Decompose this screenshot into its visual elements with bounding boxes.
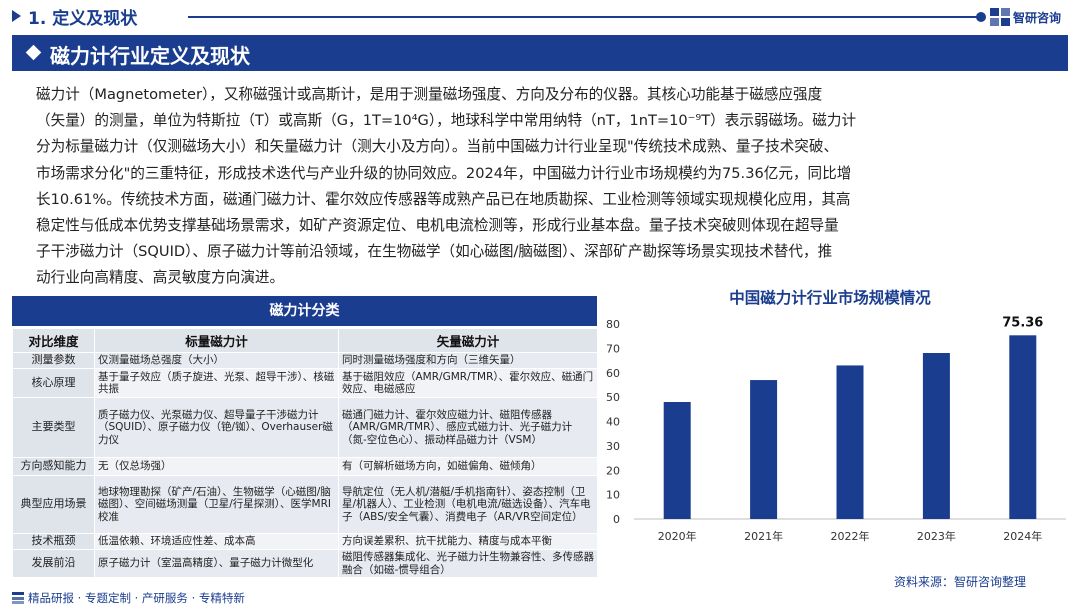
footer: 精品研报 · 专题定制 · 产研服务 · 专精特新 — [12, 590, 245, 606]
scalar-cell: 无（仅总场强） — [94, 457, 339, 476]
vector-cell: 方向误差累积、抗干扰能力、精度与成本平衡 — [338, 533, 598, 550]
footer-text: 精品研报 · 专题定制 · 产研服务 · 专精特新 — [28, 591, 245, 605]
intro-line: 稳定性与低成本优势支撑基础场景需求，如矿产资源定位、电机电流检测等，形成行业基本… — [36, 217, 839, 235]
brand-logo[interactable]: 智研咨询 — [990, 6, 1061, 28]
vector-cell: 导航定位（无人机/潜艇/手机指南针）、姿态控制（卫星/机器人）、工业检测（电机电… — [338, 475, 598, 534]
table-row: 发展前沿 原子磁力计（室温高精度）、量子磁力计微型化 磁阻传感器集成化、光子磁力… — [12, 549, 598, 578]
y-tick-label: 0 — [613, 513, 620, 526]
scalar-cell: 仅测量磁场总强度（大小） — [94, 352, 339, 369]
column-header: 标量磁力计 — [94, 328, 339, 353]
vector-cell: 有（可解析磁场方向，如磁偏角、磁倾角） — [338, 457, 598, 476]
vector-cell: 同时测量磁场强度和方向（三维矢量） — [338, 352, 598, 369]
y-tick-label: 60 — [606, 367, 620, 380]
table-row: 技术瓶颈 低温依赖、环境适应性差、成本高 方向误差累积、抗干扰能力、精度与成本平… — [12, 533, 598, 550]
row-dimension: 方向感知能力 — [12, 457, 95, 476]
vector-cell: 磁阻传感器集成化、光子磁力计生物兼容性、多传感器融合（如磁-惯导组合） — [338, 549, 598, 578]
scalar-cell: 质子磁力仪、光泵磁力仪、超导量子干涉磁力计（SQUID）、原子磁力仪（铯/铷）、… — [94, 397, 339, 458]
classification-table: 对比维度 标量磁力计 矢量磁力计 测量参数 仅测量磁场总强度（大小） 同时测量磁… — [12, 328, 598, 578]
intro-line: （矢量）的测量，单位为特斯拉（T）或高斯（G，1T=10⁴G），地球科学中常用纳… — [36, 112, 857, 130]
intro-line: 子干涉磁力计（SQUID）、原子磁力计等前沿领域，在生物磁学（如心磁图/脑磁图）… — [36, 243, 833, 261]
market-size-bar-chart: 0 10 20 30 40 50 60 70 80 2020年 2021年 2022年 2023年 202… — [606, 315, 1066, 543]
row-dimension: 技术瓶颈 — [12, 533, 95, 550]
row-dimension: 核心原理 — [12, 368, 95, 398]
row-dimension: 发展前沿 — [12, 549, 95, 578]
section-banner: 磁力计行业定义及现状 — [12, 35, 1068, 71]
brand-name: 智研咨询 — [1013, 10, 1062, 25]
table-row: 主要类型 质子磁力仪、光泵磁力仪、超导量子干涉磁力计（SQUID）、原子磁力仪（… — [12, 397, 598, 458]
x-tick-label: 2024年 — [1003, 529, 1042, 543]
bar — [1009, 335, 1037, 519]
intro-line: 市场需求分化"的三重特征，形成技术迭代与产业升级的协同效应。2024年，中国磁力… — [36, 164, 852, 182]
chart-title: 中国磁力计行业市场规模情况 — [729, 289, 931, 307]
x-tick-label: 2022年 — [831, 529, 870, 543]
x-tick-label: 2023年 — [917, 529, 956, 543]
y-tick-label: 30 — [606, 440, 620, 453]
column-header: 对比维度 — [12, 328, 95, 353]
y-tick-label: 40 — [606, 416, 620, 429]
table-header-row: 对比维度 标量磁力计 矢量磁力计 — [12, 328, 598, 353]
intro-line: 分为标量磁力计（仅测磁场大小）和矢量磁力计（测大小及方向）。当前中国磁力计行业呈… — [36, 138, 839, 156]
row-dimension: 主要类型 — [12, 397, 95, 458]
table-row: 方向感知能力 无（仅总场强） 有（可解析磁场方向，如磁偏角、磁倾角） — [12, 457, 598, 476]
y-tick-label: 10 — [606, 489, 620, 502]
column-header: 矢量磁力计 — [338, 328, 598, 353]
bar — [750, 380, 778, 519]
scalar-cell: 原子磁力计（室温高精度）、量子磁力计微型化 — [94, 549, 339, 578]
row-dimension: 测量参数 — [12, 352, 95, 369]
y-tick-label: 70 — [606, 342, 620, 355]
bar — [836, 365, 864, 519]
y-tick-label: 50 — [606, 391, 620, 404]
table-title: 磁力计分类 — [12, 296, 597, 326]
x-tick-label: 2020年 — [658, 529, 697, 543]
banner-title: 磁力计行业定义及现状 — [50, 44, 250, 68]
x-tick-label: 2021年 — [744, 529, 783, 543]
header-dot — [976, 12, 986, 22]
bar — [663, 402, 691, 519]
header-divider — [188, 16, 980, 18]
scalar-cell: 低温依赖、环境适应性差、成本高 — [94, 533, 339, 550]
bar — [922, 353, 950, 519]
diamond-icon — [25, 44, 42, 61]
vector-cell: 磁通门磁力计、霍尔效应磁力计、磁阻传感器（AMR/GMR/TMR）、感应式磁力计… — [338, 397, 598, 458]
row-dimension: 典型应用场景 — [12, 475, 95, 534]
table-row: 核心原理 基于量子效应（质子旋进、光泵、超导干涉）、核磁共振 基于磁阻效应（AM… — [12, 368, 598, 398]
stack-icon — [12, 592, 24, 604]
triangle-icon — [12, 10, 21, 22]
scalar-cell: 基于量子效应（质子旋进、光泵、超导干涉）、核磁共振 — [94, 368, 339, 398]
table-row: 典型应用场景 地球物理勘探（矿产/石油）、生物磁学（心磁图/脑磁图）、空间磁场测… — [12, 475, 598, 534]
top-header: 1. 定义及现状 智研咨询 — [0, 0, 1080, 32]
zhiyan-logo-icon — [990, 8, 1010, 26]
intro-line: 动行业向高精度、高灵敏度方向演进。 — [36, 269, 285, 287]
intro-line: 长10.61%。传统技术方面，磁通门磁力计、霍尔效应传感器等成熟产品已在地质勘探… — [36, 190, 851, 208]
data-label: 75.36 — [1002, 315, 1043, 330]
vector-cell: 基于磁阻效应（AMR/GMR/TMR）、霍尔效应、磁通门效应、电磁感应 — [338, 368, 598, 398]
section-title: 1. 定义及现状 — [28, 9, 138, 29]
intro-paragraph: 磁力计（Magnetometer），又称磁强计或高斯计，是用于测量磁场强度、方向… — [36, 82, 1050, 292]
intro-line: 磁力计（Magnetometer），又称磁强计或高斯计，是用于测量磁场强度、方向… — [36, 86, 823, 103]
scalar-cell: 地球物理勘探（矿产/石油）、生物磁学（心磁图/脑磁图）、空间磁场测量（卫星/行星… — [94, 475, 339, 534]
table-row: 测量参数 仅测量磁场总强度（大小） 同时测量磁场强度和方向（三维矢量） — [12, 352, 598, 369]
y-tick-label: 80 — [606, 318, 620, 331]
source-note: 资料来源：智研咨询整理 — [894, 575, 1027, 589]
y-tick-label: 20 — [606, 464, 620, 477]
